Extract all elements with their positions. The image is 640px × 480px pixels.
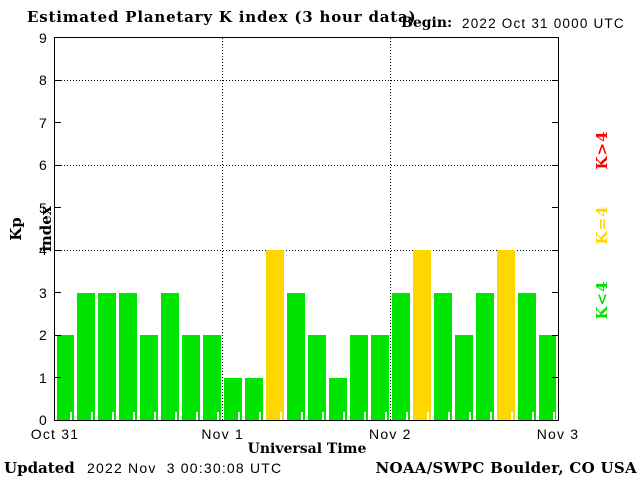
- x-minor-tick-16: [405, 412, 408, 420]
- x-minor-tick-12: [321, 412, 324, 420]
- kp-bar-4: [140, 335, 159, 420]
- y-tick-label-1: 1: [39, 369, 48, 386]
- x-minor-tick-13: [342, 412, 345, 420]
- y-tick-label-7: 7: [39, 114, 48, 131]
- x-minor-tick-18: [447, 412, 450, 420]
- gridline-y-8: [55, 79, 558, 81]
- plot-area: [54, 37, 559, 421]
- x-tick-label-3: Nov 3: [536, 426, 580, 442]
- x-minor-tick-11: [301, 412, 303, 420]
- y-tick-right-2: [552, 334, 558, 336]
- gridline-x-slot-8: [222, 38, 224, 420]
- x-minor-tick-7: [217, 412, 220, 420]
- x-minor-tick-3: [133, 412, 136, 420]
- y-tick-label-2: 2: [39, 327, 48, 344]
- y-tick-left-6: [55, 164, 61, 166]
- gridline-x-slot-16: [389, 38, 391, 420]
- updated-label: Updated: [4, 459, 75, 477]
- kp-bar-13: [328, 377, 347, 420]
- kp-bar-14: [349, 335, 368, 420]
- kp-bar-5: [161, 292, 180, 420]
- gridline-y-6: [55, 164, 558, 166]
- kp-bar-2: [98, 292, 117, 420]
- y-tick-label-0: 0: [39, 412, 48, 428]
- x-minor-tick-9: [259, 412, 262, 420]
- x-tick-label-0: Oct 31: [30, 426, 80, 442]
- y-tick-left-8: [55, 79, 61, 81]
- y-tick-left-3: [55, 292, 61, 294]
- kp-bar-1: [77, 292, 96, 420]
- kp-bar-23: [538, 335, 557, 420]
- kp-bar-7: [203, 335, 222, 420]
- legend-item-2: K<4: [593, 280, 611, 320]
- y-tick-right-4: [552, 249, 558, 251]
- y-tick-right-3: [552, 292, 558, 294]
- legend-item-0: K>4: [593, 130, 611, 170]
- y-tick-left-5: [55, 207, 61, 209]
- kp-bar-16: [391, 292, 410, 420]
- y-tick-label-8: 8: [39, 72, 48, 89]
- x-minor-tick-22: [531, 412, 534, 420]
- kp-bar-11: [287, 292, 305, 420]
- gridline-y-4: [55, 249, 558, 251]
- x-minor-tick-17: [426, 412, 429, 420]
- kp-bar-18: [433, 292, 452, 420]
- y-tick-right-7: [552, 122, 558, 124]
- legend-item-1: K=4: [593, 205, 611, 245]
- x-minor-tick-5: [175, 412, 178, 420]
- updated-timestamp: 2022 Nov 3 00:30:08 UTC: [87, 460, 283, 476]
- x-minor-tick-14: [363, 412, 366, 420]
- x-minor-tick-20: [489, 412, 492, 420]
- kp-bar-17: [412, 250, 431, 420]
- y-tick-label-5: 5: [39, 199, 48, 216]
- x-minor-tick-8: [238, 412, 241, 420]
- kp-bar-3: [119, 292, 138, 420]
- x-minor-tick-23: [552, 412, 555, 420]
- kp-bar-0: [56, 335, 75, 420]
- y-tick-right-8: [552, 79, 558, 81]
- y-tick-label-3: 3: [39, 284, 48, 301]
- x-minor-tick-6: [196, 412, 199, 420]
- x-axis-label: Universal Time: [247, 441, 367, 457]
- y-tick-label-4: 4: [39, 242, 48, 259]
- kp-bar-20: [475, 292, 494, 420]
- y-tick-right-6: [552, 164, 558, 166]
- x-minor-tick-4: [154, 412, 157, 420]
- x-minor-tick-2: [112, 412, 115, 420]
- kp-bar-8: [224, 377, 243, 420]
- begin-value: 2022 Oct 31 0000 UTC: [462, 16, 625, 31]
- x-tick-label-1: Nov 1: [201, 426, 244, 442]
- x-minor-tick-0: [70, 412, 73, 420]
- kp-bar-21: [496, 250, 515, 420]
- x-tick-label-2: Nov 2: [369, 426, 412, 442]
- y-tick-left-7: [55, 122, 61, 124]
- y-tick-right-5: [552, 207, 558, 209]
- kp-bar-10: [266, 250, 285, 420]
- y-tick-label-6: 6: [39, 157, 48, 174]
- y-tick-right-1: [552, 377, 558, 379]
- x-minor-tick-15: [384, 412, 387, 420]
- source-credit: NOAA/SWPC Boulder, CO USA: [375, 459, 637, 477]
- y-tick-left-1: [55, 377, 61, 379]
- x-minor-tick-21: [510, 412, 513, 420]
- kp-bar-22: [517, 292, 536, 420]
- x-minor-tick-1: [91, 412, 94, 420]
- y-tick-label-9: 9: [39, 30, 48, 46]
- kp-bar-19: [454, 335, 473, 420]
- chart-title: Estimated Planetary K index (3 hour data…: [27, 8, 417, 26]
- x-minor-tick-10: [280, 412, 283, 420]
- kp-bar-6: [182, 335, 201, 420]
- y-tick-left-2: [55, 334, 61, 336]
- x-minor-tick-19: [468, 412, 471, 420]
- kp-bar-12: [308, 335, 326, 420]
- kp-bar-9: [245, 377, 264, 420]
- kp-bar-15: [370, 335, 389, 420]
- y-tick-left-4: [55, 249, 61, 251]
- begin-label: Begin:: [401, 15, 453, 31]
